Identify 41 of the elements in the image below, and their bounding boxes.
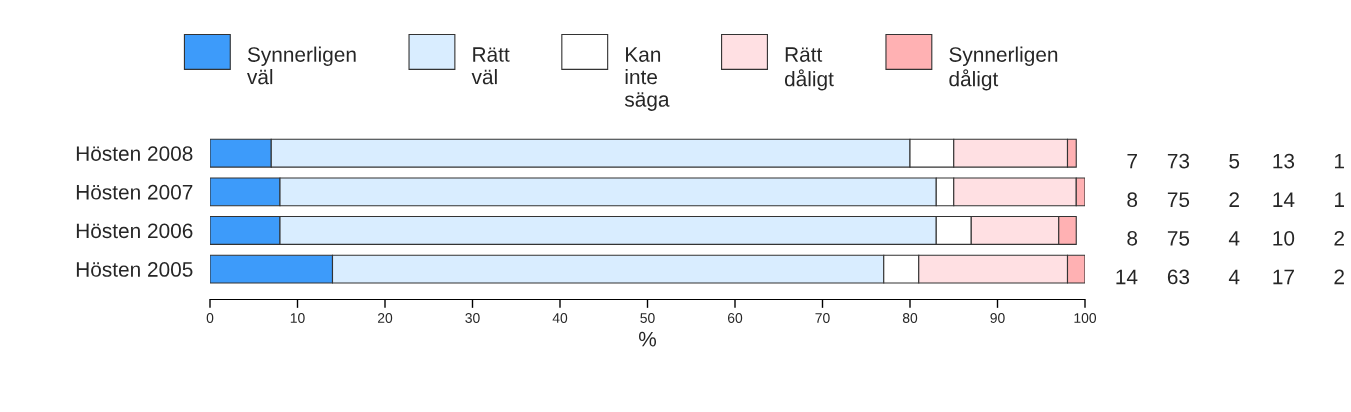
data-label: 8: [1127, 230, 1138, 246]
data-label: 73: [1167, 153, 1190, 169]
data-label: 1: [1335, 192, 1344, 207]
data-label: 75: [1167, 192, 1190, 208]
x-tick-label: 90: [990, 313, 1005, 323]
y-tick-label: Hösten 2006: [76, 223, 193, 239]
x-tick-label: 40: [552, 313, 568, 323]
x-axis-title: %: [638, 331, 657, 347]
legend-label: Rätt dåligt: [784, 47, 834, 91]
data-label: 13: [1273, 153, 1295, 169]
data-label: 4: [1228, 269, 1240, 285]
x-tick-label: 60: [727, 313, 743, 323]
data-label: 8: [1127, 192, 1138, 208]
y-tick-label: Hösten 2007: [76, 184, 193, 200]
data-label: 75: [1167, 231, 1190, 246]
data-label: 10: [1273, 230, 1295, 246]
data-label: 2: [1229, 192, 1239, 207]
y-tick-label: Hösten 2008: [76, 146, 193, 161]
x-tick-label: 10: [290, 313, 305, 323]
y-tick-label: Hösten 2005: [76, 262, 193, 277]
data-label: 14: [1273, 192, 1295, 207]
x-tick-label: 20: [377, 313, 393, 323]
data-label: 5: [1229, 153, 1240, 169]
data-label: 2: [1334, 230, 1344, 246]
data-label: 1: [1335, 153, 1344, 169]
x-tick-label: 100: [1074, 313, 1097, 323]
legend-label: Rätt väl: [471, 47, 510, 85]
data-label: 17: [1273, 269, 1294, 285]
data-label: 7: [1127, 153, 1137, 169]
x-tick-label: 80: [902, 313, 918, 323]
legend-label: Synnerligen väl: [247, 46, 356, 85]
x-tick-label: 30: [465, 313, 480, 323]
x-tick-label: 0: [206, 313, 214, 323]
data-label: 2: [1334, 269, 1344, 285]
legend-label: Kan inte säga: [624, 47, 670, 111]
data-label: 14: [1116, 269, 1138, 285]
x-tick-label: 70: [815, 313, 830, 323]
legend-label: Synnerligen dåligt: [949, 46, 1058, 91]
data-label: 63: [1167, 269, 1190, 285]
x-tick-label: 50: [640, 313, 655, 323]
data-label: 4: [1228, 231, 1240, 246]
